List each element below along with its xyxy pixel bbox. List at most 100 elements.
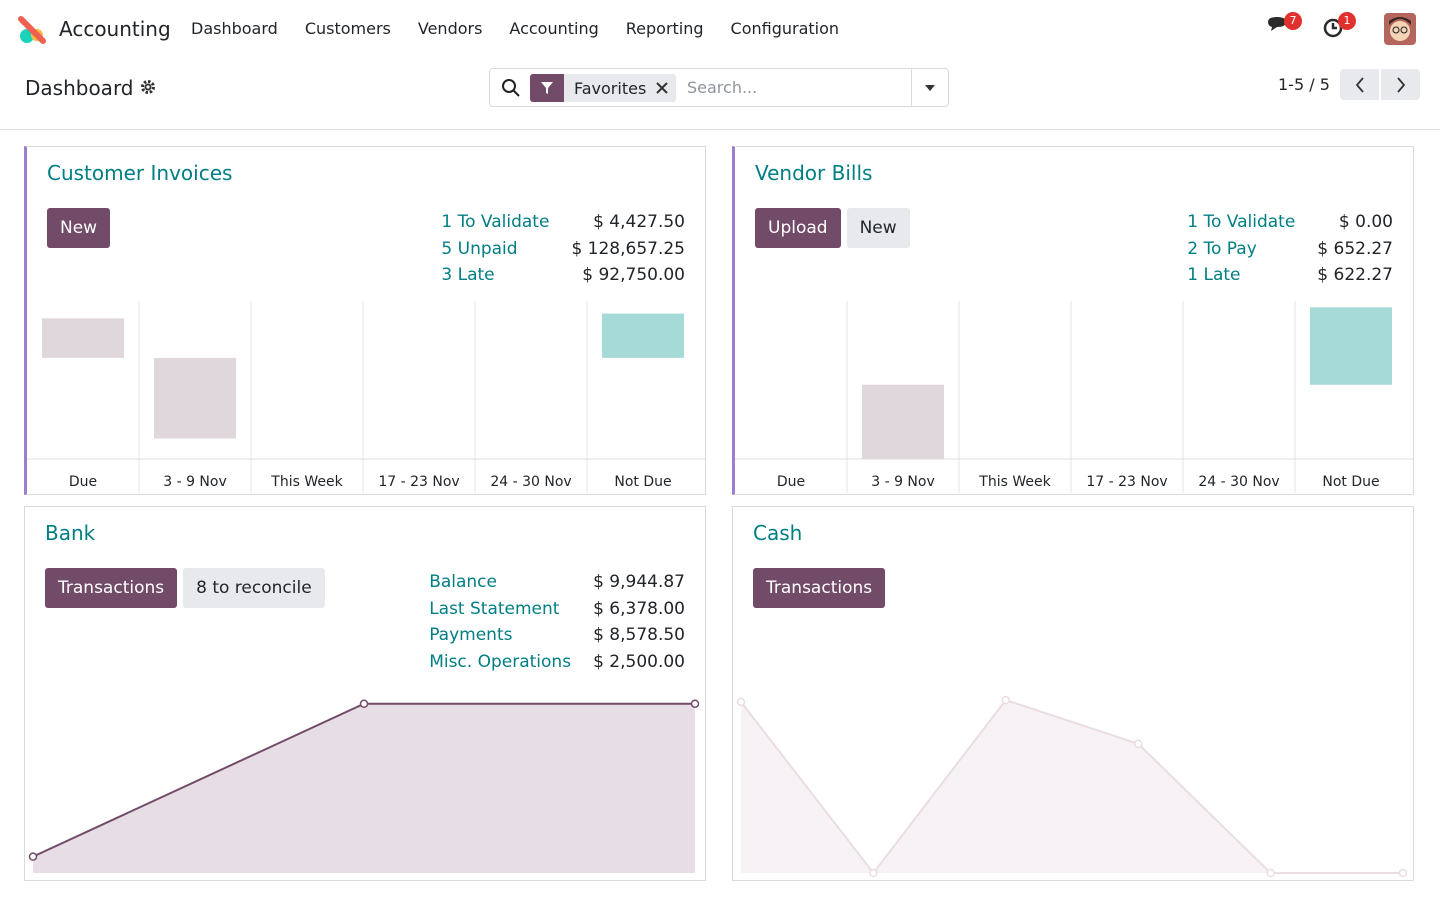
activities-badge: 1: [1338, 12, 1356, 30]
card-buttons: Transactions: [753, 568, 886, 608]
search-icon[interactable]: [501, 78, 521, 98]
x-tick-label: 17 - 23 Nov: [378, 474, 459, 490]
stat-value: $ 652.27: [1317, 238, 1393, 259]
menu-item[interactable]: Customers: [304, 19, 391, 38]
card-button[interactable]: 8 to reconcile: [183, 568, 325, 608]
bar: [154, 357, 236, 439]
pager-next[interactable]: [1381, 69, 1420, 100]
stat-row: 1 Late $ 622.27: [1187, 262, 1393, 289]
point: [1001, 695, 1011, 705]
x-tick-label: 3 - 9 Nov: [163, 474, 227, 490]
area: [741, 700, 1403, 873]
card-title[interactable]: Bank: [45, 521, 96, 545]
stat-label[interactable]: Last Statement: [429, 598, 560, 619]
card-chart: Due 3 - 9 Nov This Week 17 - 23 Nov 24 - 30 …: [27, 301, 705, 493]
point: [1266, 868, 1275, 878]
stat-label[interactable]: 1 To Validate: [441, 212, 550, 233]
x-tick-label: Due: [69, 474, 97, 490]
bar: [1310, 307, 1392, 385]
point: [28, 852, 38, 861]
pager-previous[interactable]: [1340, 69, 1379, 100]
menu-item[interactable]: Configuration: [730, 19, 840, 38]
stat-value: $ 6,378.00: [593, 598, 685, 619]
stat-row: 2 To Pay $ 652.27: [1187, 236, 1393, 263]
journal-card: Due 3 - 9 Nov This Week 17 - 23 Nov 24 - 30 …: [732, 146, 1414, 495]
stat-row: 1 To Validate $ 4,427.50: [441, 209, 685, 236]
stat-label[interactable]: 2 To Pay: [1187, 238, 1257, 259]
card-chart: Due 3 - 9 Nov This Week 17 - 23 Nov 24 - 30 …: [735, 301, 1413, 493]
card-title[interactable]: Customer Invoices: [47, 161, 233, 185]
card-buttons: Upload New: [755, 208, 910, 248]
area: [33, 703, 695, 873]
card-stats: 1 To Validate $ 4,427.50 5 Unpaid $ 128,657…: [441, 209, 685, 289]
user-avatar[interactable]: [1384, 13, 1416, 45]
messages-icon[interactable]: [1266, 14, 1290, 40]
card-title[interactable]: Cash: [753, 521, 803, 545]
card-stats: 1 To Validate $ 0.00 2 To Pay $ 652.27 1 Lat…: [1187, 209, 1393, 289]
search-bar[interactable]: Favorites Search...: [489, 68, 949, 107]
app-name[interactable]: Accounting: [59, 17, 171, 41]
x-tick-label: 24 - 30 Nov: [1198, 474, 1279, 490]
gear-icon[interactable]: [140, 79, 156, 95]
search-toggle[interactable]: [911, 69, 948, 106]
card-button[interactable]: New: [846, 208, 910, 248]
point: [736, 697, 746, 707]
stat-label[interactable]: 5 Unpaid: [441, 238, 518, 259]
card-title[interactable]: Vendor Bills: [755, 161, 873, 185]
journal-card: Bank Transactions 8 to reconcile Balance $ 9…: [24, 506, 706, 881]
point: [690, 699, 700, 708]
stat-label[interactable]: Misc. Operations: [429, 651, 572, 672]
point: [1133, 739, 1143, 749]
bar: [862, 384, 944, 459]
facet-remove[interactable]: [656, 82, 668, 94]
page-title: Dashboard: [25, 76, 134, 100]
stat-value: $ 2,500.00: [593, 651, 685, 672]
x-tick-label: 3 - 9 Nov: [871, 474, 935, 490]
journal-card: Due 3 - 9 Nov This Week 17 - 23 Nov 24 - 30 …: [24, 146, 706, 495]
journal-card: Cash Transactions: [732, 506, 1414, 881]
card-button[interactable]: Transactions: [45, 568, 178, 608]
point: [359, 699, 369, 708]
stat-row: 5 Unpaid $ 128,657.25: [441, 236, 685, 263]
card-button[interactable]: New: [47, 208, 111, 248]
search-input[interactable]: Search...: [687, 78, 758, 97]
stat-value: $ 4,427.50: [593, 212, 685, 233]
messages-badge: 7: [1284, 12, 1302, 30]
stat-label[interactable]: 3 Late: [441, 265, 495, 286]
stat-value: $ 92,750.00: [582, 265, 685, 286]
stat-row: Misc. Operations $ 2,500.00: [429, 649, 685, 676]
menu-item[interactable]: Reporting: [625, 19, 704, 38]
x-tick-label: This Week: [270, 474, 343, 490]
stat-row: Balance $ 9,944.87: [429, 569, 685, 596]
stat-label[interactable]: 1 To Validate: [1187, 212, 1296, 233]
stat-value: $ 128,657.25: [571, 238, 685, 259]
menu-item[interactable]: Accounting: [509, 19, 599, 38]
card-stats: Balance $ 9,944.87 Last Statement $ 6,378.0…: [429, 569, 685, 675]
stat-value: $ 0.00: [1338, 212, 1393, 233]
card-button[interactable]: Upload: [755, 208, 841, 248]
x-tick-label: Due: [777, 474, 805, 490]
breadcrumb: Dashboard: [25, 76, 156, 100]
x-tick-label: Not Due: [614, 474, 671, 490]
line: [740, 698, 1403, 875]
app-logo: [18, 16, 46, 44]
stat-label[interactable]: Payments: [429, 625, 513, 646]
bar: [602, 313, 684, 358]
stat-row: Payments $ 8,578.50: [429, 622, 685, 649]
card-chart: [736, 695, 1408, 878]
menu-item[interactable]: Vendors: [417, 19, 483, 38]
stat-label[interactable]: Balance: [429, 572, 497, 593]
navbar: Accounting Dashboard Customers Vendors Acco…: [0, 0, 1440, 58]
pager-value[interactable]: 1-5 / 5: [1278, 75, 1330, 94]
card-buttons: Transactions 8 to reconcile: [45, 568, 325, 608]
point: [869, 868, 878, 878]
stat-row: 3 Late $ 92,750.00: [441, 262, 685, 289]
search-facet: Favorites: [530, 74, 677, 102]
stat-label[interactable]: 1 Late: [1187, 265, 1241, 286]
menu-item[interactable]: Dashboard: [191, 19, 278, 38]
card-button[interactable]: Transactions: [753, 568, 886, 608]
main-menu: Dashboard Customers Vendors Accounting Repor…: [191, 19, 839, 38]
bar: [42, 318, 124, 358]
